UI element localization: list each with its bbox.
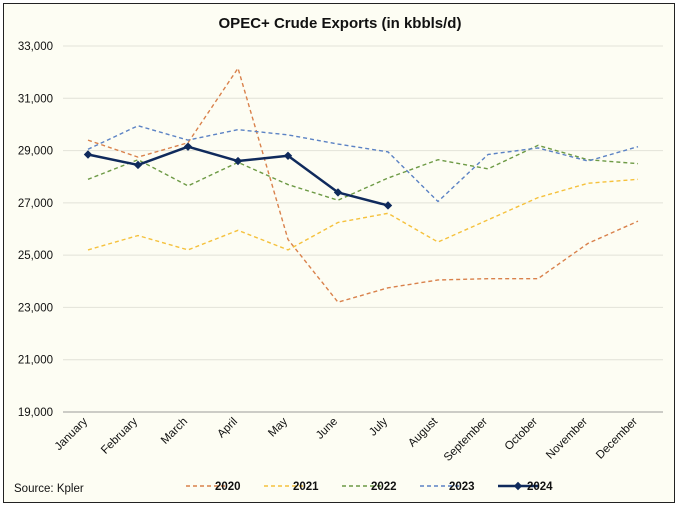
x-tick-label: July bbox=[367, 415, 390, 438]
legend-label-2023: 2023 bbox=[449, 481, 475, 493]
series-lines bbox=[83, 67, 639, 303]
legend-label-2021: 2021 bbox=[293, 481, 319, 493]
y-tick-label: 23,000 bbox=[18, 302, 53, 314]
data-point-2024 bbox=[333, 188, 343, 197]
series-line-2021 bbox=[87, 178, 639, 251]
data-point-2024 bbox=[133, 160, 143, 170]
chart-frame bbox=[3, 3, 675, 503]
legend-label-2020: 2020 bbox=[215, 481, 241, 493]
x-tick-label: March bbox=[159, 416, 190, 447]
y-tick-label: 21,000 bbox=[18, 355, 53, 367]
x-tick-label: August bbox=[406, 415, 440, 449]
series-line-2020 bbox=[87, 67, 639, 303]
legend-label-2022: 2022 bbox=[371, 481, 397, 493]
x-tick-label: December bbox=[594, 416, 640, 462]
data-point-2024 bbox=[283, 151, 293, 160]
source-note: Source: Kpler bbox=[14, 483, 84, 495]
legend: 2020 2021 2022 2023 2024 bbox=[186, 481, 553, 493]
series-line-2023 bbox=[87, 125, 639, 203]
legend-label-2024: 2024 bbox=[527, 481, 553, 493]
y-axis-ticks: 19,000 21,000 23,000 25,000 27,000 29,000 31,0… bbox=[18, 41, 53, 419]
x-tick-label: November bbox=[544, 416, 590, 462]
x-tick-label: May bbox=[266, 415, 290, 439]
data-point-2024 bbox=[233, 156, 243, 166]
x-tick-label: June bbox=[314, 416, 340, 442]
y-tick-label: 27,000 bbox=[18, 198, 53, 210]
data-point-2024 bbox=[183, 142, 193, 151]
y-tick-label: 31,000 bbox=[18, 93, 53, 105]
y-tick-label: 33,000 bbox=[18, 41, 53, 53]
y-tick-label: 29,000 bbox=[18, 146, 53, 158]
y-tick-label: 25,000 bbox=[18, 250, 53, 262]
data-point-2024 bbox=[383, 201, 393, 210]
gridlines bbox=[63, 45, 663, 413]
x-tick-label: September bbox=[442, 416, 490, 464]
chart-title: OPEC+ Crude Exports (in kbbls/d) bbox=[219, 15, 462, 32]
x-tick-label: January bbox=[53, 415, 91, 453]
x-tick-label: February bbox=[99, 415, 140, 456]
x-axis-ticks: January February March April May June July Augu… bbox=[53, 415, 641, 464]
x-tick-label: April bbox=[215, 416, 240, 441]
y-tick-label: 19,000 bbox=[18, 407, 53, 419]
legend-marker-2024 bbox=[513, 481, 523, 491]
series-line-2022 bbox=[87, 144, 639, 201]
series-line-2024 bbox=[87, 145, 389, 207]
x-tick-label: October bbox=[503, 416, 541, 454]
data-point-2024 bbox=[83, 150, 93, 159]
